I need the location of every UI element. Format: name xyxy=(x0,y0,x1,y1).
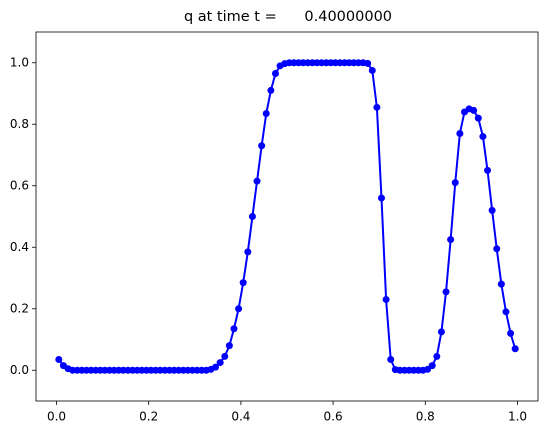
y-tick-label: 0.4 xyxy=(10,240,29,254)
point xyxy=(428,362,436,370)
point xyxy=(377,194,385,202)
point xyxy=(442,288,450,296)
point xyxy=(262,109,270,117)
point xyxy=(239,279,247,287)
point xyxy=(364,59,372,67)
point xyxy=(456,129,464,137)
point xyxy=(493,245,501,253)
point xyxy=(507,329,515,337)
point xyxy=(368,66,376,74)
chart-title: q at time t = 0.40000000 xyxy=(184,9,392,25)
point xyxy=(225,342,233,350)
y-tick-label: 0.2 xyxy=(10,301,29,315)
x-tick-label: 0.2 xyxy=(139,410,158,424)
point xyxy=(230,325,238,333)
point xyxy=(382,296,390,304)
point xyxy=(502,308,510,316)
x-tick-label: 1.0 xyxy=(508,410,527,424)
x-tick-label: 0.4 xyxy=(231,410,250,424)
point xyxy=(484,166,492,174)
point xyxy=(271,70,279,78)
point xyxy=(248,213,256,220)
point xyxy=(216,359,224,367)
point xyxy=(488,206,496,214)
point xyxy=(267,86,275,94)
point xyxy=(235,305,243,313)
point xyxy=(387,355,395,363)
y-tick-label: 0.6 xyxy=(10,178,29,192)
x-tick-label: 0.6 xyxy=(324,410,343,424)
point xyxy=(212,363,220,371)
y-tick-label: 0.8 xyxy=(10,117,29,131)
point xyxy=(470,106,478,114)
y-tick-label: 1.0 xyxy=(10,55,29,69)
point xyxy=(244,248,252,256)
point xyxy=(497,280,505,288)
point xyxy=(433,352,441,360)
line xyxy=(58,61,517,372)
point xyxy=(55,355,63,363)
y-tick-label: 0.0 xyxy=(10,363,29,377)
point xyxy=(373,103,381,111)
axes-frame xyxy=(35,31,539,402)
point xyxy=(474,114,482,122)
point xyxy=(221,352,229,360)
x-tick-label: 0.8 xyxy=(416,410,435,424)
point xyxy=(479,133,487,141)
point xyxy=(253,177,261,185)
point xyxy=(511,345,519,353)
point xyxy=(437,328,445,336)
point xyxy=(447,236,455,244)
x-tick-label: 0.0 xyxy=(47,410,66,424)
point xyxy=(451,179,459,187)
point xyxy=(258,142,266,150)
